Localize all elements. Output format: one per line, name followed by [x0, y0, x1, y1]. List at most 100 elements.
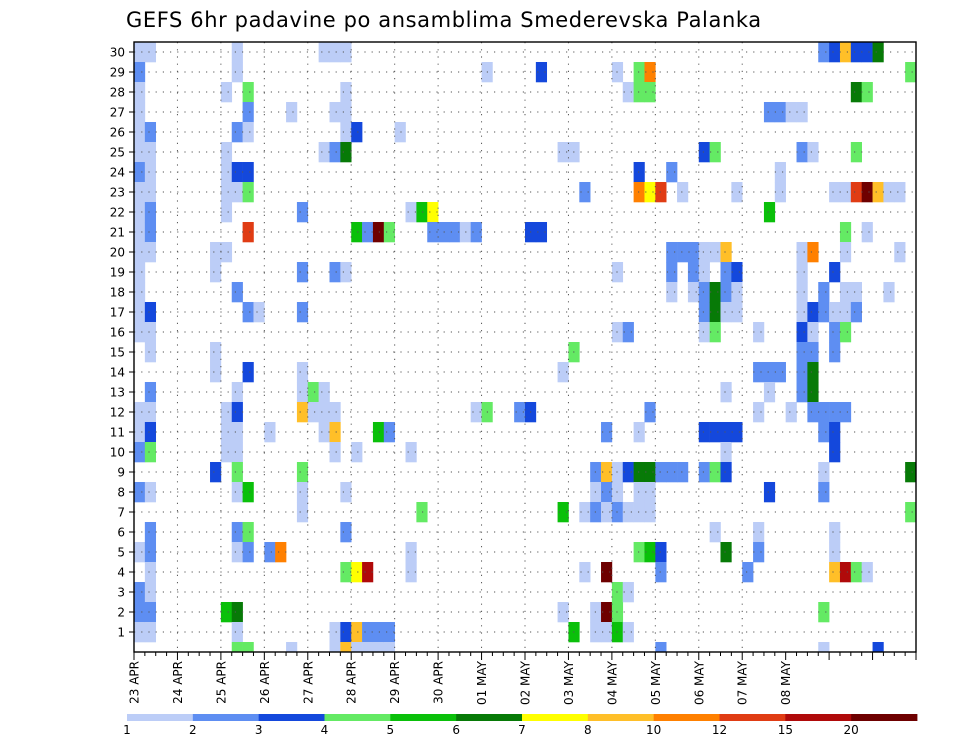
chart-title: GEFS 6hr padavine po ansamblima Smederev…	[126, 8, 762, 32]
heatmap-cell	[296, 502, 309, 523]
heatmap-cell	[622, 582, 634, 603]
heatmap-cell	[134, 482, 146, 503]
x-tick-label: 27 APR	[301, 661, 315, 704]
heatmap-cell	[340, 82, 352, 103]
heatmap-cell	[351, 222, 363, 243]
y-tick-label: 30	[110, 45, 125, 59]
heatmap-cell	[329, 102, 341, 123]
heatmap-cell	[905, 62, 917, 83]
heatmap-cell	[383, 622, 395, 643]
heatmap-cell	[329, 642, 341, 653]
heatmap-cell	[286, 102, 298, 123]
heatmap-cell	[579, 562, 591, 583]
colorbar-label: 7	[518, 723, 526, 737]
heatmap-cell	[829, 442, 841, 463]
heatmap-cell	[242, 102, 254, 123]
heatmap-cell	[677, 462, 689, 483]
heatmap-cell	[644, 462, 656, 483]
y-tick-label: 20	[110, 245, 125, 259]
colorbar-swatch	[653, 714, 720, 721]
heatmap-cell	[763, 102, 776, 123]
colorbar-swatch	[719, 714, 786, 721]
heatmap-cell	[134, 122, 146, 143]
heatmap-cell	[134, 262, 146, 283]
x-tick-label: 25 APR	[214, 661, 228, 704]
heatmap-cell	[796, 382, 808, 403]
heatmap-cell	[698, 322, 710, 343]
heatmap-cell	[416, 502, 428, 523]
heatmap-cell	[329, 402, 341, 423]
heatmap-cell	[231, 282, 243, 303]
heatmap-cell	[362, 642, 374, 653]
heatmap-cell	[753, 362, 765, 383]
colorbar-swatch	[127, 714, 194, 721]
heatmap-cell	[144, 122, 157, 143]
colorbar-swatch	[587, 714, 655, 721]
heatmap-cell	[242, 162, 254, 183]
heatmap-cell	[579, 182, 591, 203]
heatmap-cell	[329, 42, 341, 63]
heatmap-cell	[731, 282, 743, 303]
heatmap-cell	[753, 322, 765, 343]
heatmap-cell	[850, 82, 862, 103]
heatmap-cell	[231, 402, 243, 423]
heatmap-cell	[318, 42, 330, 63]
heatmap-cell	[753, 402, 765, 423]
heatmap-cell	[861, 42, 873, 63]
heatmap-cell	[134, 42, 146, 63]
heatmap-cell	[372, 642, 385, 653]
heatmap-cell	[144, 422, 157, 443]
heatmap-cell	[557, 362, 569, 383]
heatmap-cell	[242, 522, 254, 543]
x-tick-label: 28 APR	[345, 661, 359, 704]
y-tick-label: 14	[110, 365, 125, 379]
colorbar-label: 4	[321, 723, 329, 737]
heatmap-cell	[296, 262, 309, 283]
heatmap-cell	[763, 382, 776, 403]
y-tick-label: 8	[117, 485, 125, 499]
heatmap-cell	[231, 62, 243, 83]
heatmap-cell	[655, 542, 667, 563]
heatmap-cell	[307, 402, 319, 423]
heatmap-cell	[829, 182, 841, 203]
x-tick-label: 05 MAY	[649, 660, 663, 705]
heatmap-cell	[144, 42, 157, 63]
y-tick-label: 11	[110, 425, 125, 439]
heatmap-cell	[807, 302, 819, 323]
heatmap-cell	[340, 522, 352, 543]
heatmap-cell	[601, 502, 613, 523]
heatmap-cell	[351, 442, 363, 463]
y-tick-label: 19	[110, 265, 125, 279]
x-tick-label: 30 APR	[432, 661, 446, 704]
y-tick-label: 17	[110, 305, 125, 319]
heatmap-cell	[850, 42, 862, 63]
heatmap-cell	[818, 282, 830, 303]
heatmap-cell	[644, 482, 656, 503]
heatmap-cell	[796, 102, 808, 123]
heatmap-cell	[796, 282, 808, 303]
heatmap-cell	[394, 122, 406, 143]
colorbar-swatch	[785, 714, 852, 721]
y-tick-label: 3	[117, 585, 125, 599]
heatmap-cell	[231, 642, 243, 653]
heatmap-cell	[709, 302, 721, 323]
heatmap-cell	[796, 242, 808, 263]
heatmap-cell	[753, 522, 765, 543]
heatmap-cell	[329, 622, 341, 643]
heatmap-cell	[427, 202, 439, 223]
heatmap-cell	[231, 542, 243, 563]
heatmap-cell	[622, 322, 634, 343]
x-tick-label: 29 APR	[388, 661, 402, 704]
heatmap-cell	[579, 502, 591, 523]
heatmap-cell	[362, 622, 374, 643]
y-tick-label: 9	[117, 465, 125, 479]
y-tick-label: 25	[110, 145, 125, 159]
x-tick-label: 08 MAY	[779, 660, 793, 705]
heatmap-cell	[720, 242, 732, 263]
heatmap-cell	[818, 42, 830, 63]
colorbar-label: 2	[189, 723, 197, 737]
heatmap-cell	[796, 302, 808, 323]
heatmap-cell	[242, 482, 254, 503]
heatmap-cell	[383, 642, 395, 653]
heatmap-cell	[601, 602, 613, 623]
